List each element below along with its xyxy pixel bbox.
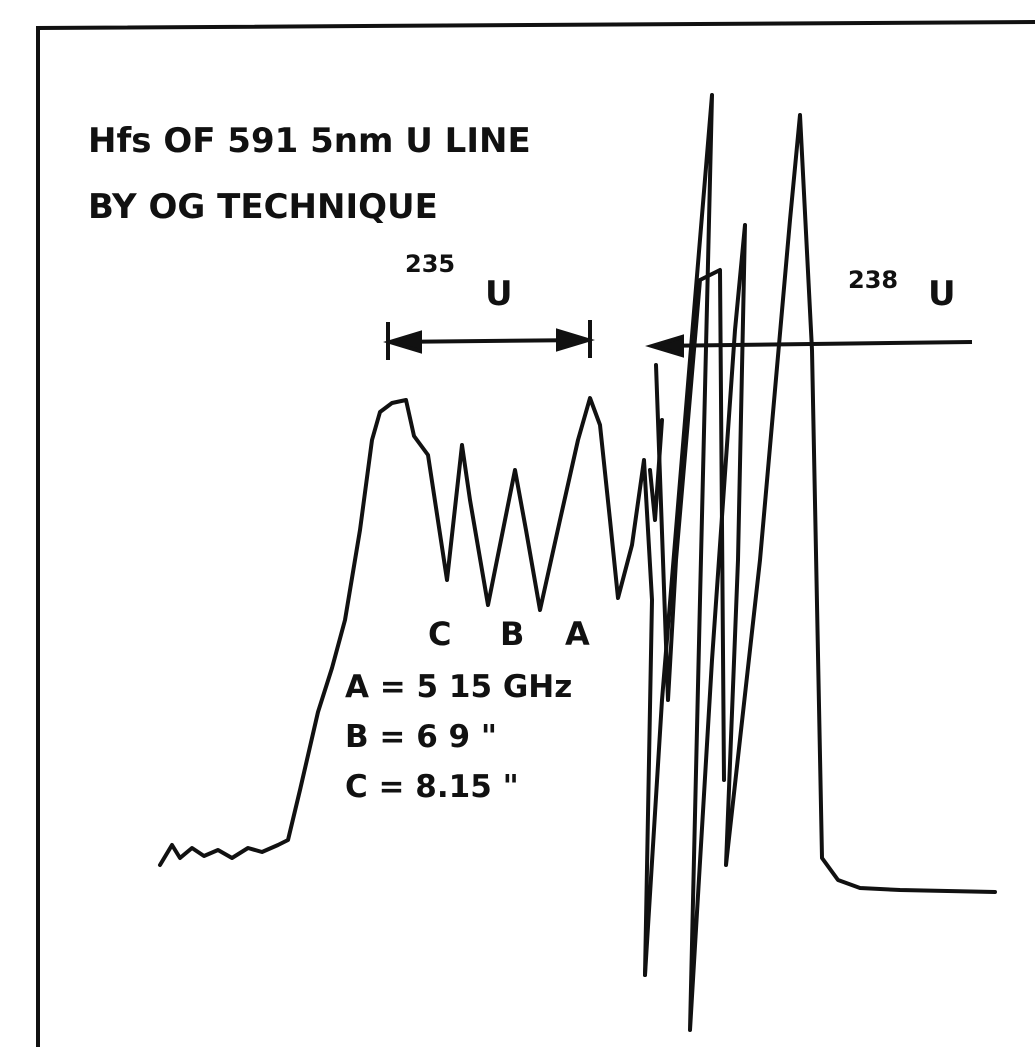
legend-line: B = 6 9 " <box>345 719 497 755</box>
legend-line: A = 5 15 GHz <box>345 669 572 705</box>
peak-label: B <box>500 615 524 653</box>
isotope-symbol: U <box>485 274 513 314</box>
isotope-range <box>383 320 973 360</box>
title-line: BY OG TECHNIQUE <box>88 187 438 227</box>
isotope-symbol: U <box>928 274 956 314</box>
title-line: Hfs OF 591 5nm U LINE <box>88 121 531 161</box>
peak-label: C <box>428 615 451 653</box>
isotope-mass: 235 <box>405 250 455 278</box>
spectrum-trace <box>158 93 997 1032</box>
isotope-mass: 238 <box>848 266 898 294</box>
peak-label: A <box>565 615 590 653</box>
legend-line: C = 8.15 " <box>345 769 519 805</box>
frame <box>36 20 1035 1047</box>
